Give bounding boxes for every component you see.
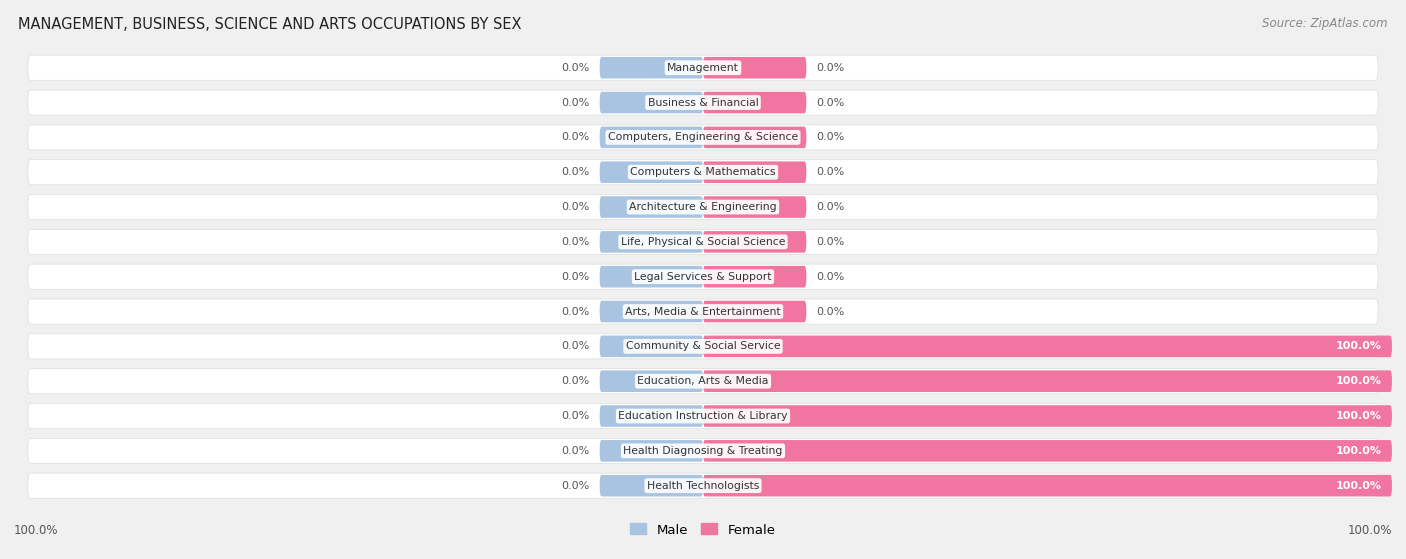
FancyBboxPatch shape: [28, 55, 1378, 80]
Text: 100.0%: 100.0%: [1336, 411, 1382, 421]
FancyBboxPatch shape: [28, 334, 1378, 359]
Text: 0.0%: 0.0%: [561, 132, 589, 143]
Text: 0.0%: 0.0%: [817, 167, 845, 177]
Text: Computers, Engineering & Science: Computers, Engineering & Science: [607, 132, 799, 143]
FancyBboxPatch shape: [703, 301, 807, 323]
Text: 0.0%: 0.0%: [561, 481, 589, 491]
FancyBboxPatch shape: [28, 229, 1378, 254]
Text: 0.0%: 0.0%: [561, 202, 589, 212]
Text: Arts, Media & Entertainment: Arts, Media & Entertainment: [626, 306, 780, 316]
FancyBboxPatch shape: [703, 371, 1392, 392]
FancyBboxPatch shape: [599, 126, 703, 148]
FancyBboxPatch shape: [28, 90, 1378, 115]
FancyBboxPatch shape: [599, 301, 703, 323]
FancyBboxPatch shape: [599, 231, 703, 253]
Text: 0.0%: 0.0%: [561, 342, 589, 352]
Text: 0.0%: 0.0%: [561, 376, 589, 386]
FancyBboxPatch shape: [28, 195, 1378, 220]
FancyBboxPatch shape: [599, 196, 703, 218]
Text: Community & Social Service: Community & Social Service: [626, 342, 780, 352]
FancyBboxPatch shape: [599, 371, 703, 392]
Text: 100.0%: 100.0%: [1336, 376, 1382, 386]
Text: Education Instruction & Library: Education Instruction & Library: [619, 411, 787, 421]
FancyBboxPatch shape: [599, 162, 703, 183]
Text: 0.0%: 0.0%: [817, 63, 845, 73]
FancyBboxPatch shape: [599, 440, 703, 462]
FancyBboxPatch shape: [28, 438, 1378, 463]
Text: 0.0%: 0.0%: [817, 132, 845, 143]
FancyBboxPatch shape: [28, 125, 1378, 150]
Text: 0.0%: 0.0%: [561, 411, 589, 421]
FancyBboxPatch shape: [703, 231, 807, 253]
FancyBboxPatch shape: [28, 264, 1378, 289]
Text: 100.0%: 100.0%: [1347, 524, 1392, 537]
Text: 0.0%: 0.0%: [817, 237, 845, 247]
FancyBboxPatch shape: [703, 335, 1392, 357]
Legend: Male, Female: Male, Female: [626, 518, 780, 542]
Text: MANAGEMENT, BUSINESS, SCIENCE AND ARTS OCCUPATIONS BY SEX: MANAGEMENT, BUSINESS, SCIENCE AND ARTS O…: [18, 17, 522, 32]
Text: Health Technologists: Health Technologists: [647, 481, 759, 491]
Text: 100.0%: 100.0%: [1336, 446, 1382, 456]
Text: Management: Management: [666, 63, 740, 73]
FancyBboxPatch shape: [703, 440, 1392, 462]
Text: 100.0%: 100.0%: [1336, 481, 1382, 491]
Text: 0.0%: 0.0%: [561, 167, 589, 177]
Text: 0.0%: 0.0%: [561, 306, 589, 316]
FancyBboxPatch shape: [28, 404, 1378, 429]
FancyBboxPatch shape: [703, 57, 807, 78]
Text: 100.0%: 100.0%: [1336, 342, 1382, 352]
FancyBboxPatch shape: [599, 57, 703, 78]
FancyBboxPatch shape: [703, 162, 807, 183]
FancyBboxPatch shape: [703, 196, 807, 218]
Text: 0.0%: 0.0%: [817, 272, 845, 282]
Text: Legal Services & Support: Legal Services & Support: [634, 272, 772, 282]
Text: Architecture & Engineering: Architecture & Engineering: [630, 202, 776, 212]
Text: 0.0%: 0.0%: [561, 272, 589, 282]
FancyBboxPatch shape: [703, 266, 807, 287]
Text: 0.0%: 0.0%: [561, 98, 589, 107]
FancyBboxPatch shape: [703, 405, 1392, 427]
Text: 0.0%: 0.0%: [817, 306, 845, 316]
Text: 0.0%: 0.0%: [561, 237, 589, 247]
FancyBboxPatch shape: [28, 473, 1378, 498]
Text: Business & Financial: Business & Financial: [648, 98, 758, 107]
Text: 0.0%: 0.0%: [817, 98, 845, 107]
FancyBboxPatch shape: [599, 266, 703, 287]
FancyBboxPatch shape: [28, 299, 1378, 324]
Text: 0.0%: 0.0%: [561, 63, 589, 73]
FancyBboxPatch shape: [28, 368, 1378, 394]
Text: Health Diagnosing & Treating: Health Diagnosing & Treating: [623, 446, 783, 456]
FancyBboxPatch shape: [703, 92, 807, 113]
FancyBboxPatch shape: [703, 126, 807, 148]
FancyBboxPatch shape: [599, 92, 703, 113]
Text: Education, Arts & Media: Education, Arts & Media: [637, 376, 769, 386]
FancyBboxPatch shape: [599, 335, 703, 357]
Text: 0.0%: 0.0%: [561, 446, 589, 456]
FancyBboxPatch shape: [599, 475, 703, 496]
Text: 0.0%: 0.0%: [817, 202, 845, 212]
Text: Source: ZipAtlas.com: Source: ZipAtlas.com: [1263, 17, 1388, 30]
Text: Computers & Mathematics: Computers & Mathematics: [630, 167, 776, 177]
Text: 100.0%: 100.0%: [14, 524, 59, 537]
Text: Life, Physical & Social Science: Life, Physical & Social Science: [621, 237, 785, 247]
FancyBboxPatch shape: [703, 475, 1392, 496]
FancyBboxPatch shape: [28, 160, 1378, 185]
FancyBboxPatch shape: [599, 405, 703, 427]
